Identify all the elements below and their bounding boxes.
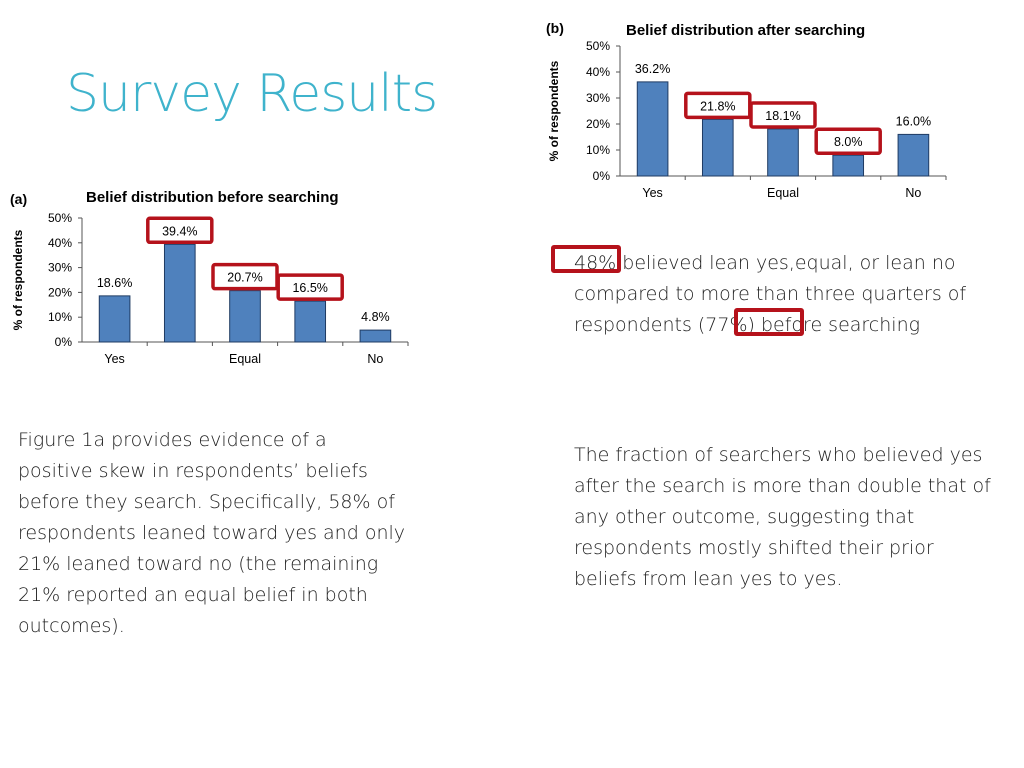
y-tick-label: 0% bbox=[593, 169, 611, 183]
y-tick-label: 40% bbox=[48, 236, 72, 250]
chart-after-searching: (b) Belief distribution after searching % … bbox=[546, 20, 947, 200]
chart-title: Belief distribution after searching bbox=[626, 22, 865, 39]
highlight-box bbox=[146, 216, 214, 245]
paragraph-right-1: 48% believed lean yes,equal, or lean no … bbox=[574, 252, 967, 336]
x-tick-label: Yes bbox=[104, 352, 124, 366]
data-label: 21.8% bbox=[700, 99, 735, 113]
y-tick-label: 20% bbox=[48, 285, 72, 299]
y-tick-label: 50% bbox=[48, 211, 72, 225]
bar bbox=[832, 154, 865, 177]
bar bbox=[359, 329, 392, 343]
slide-title: Survey Results bbox=[66, 64, 438, 124]
data-label: 8.0% bbox=[834, 135, 863, 149]
chart-title: Belief distribution before searching bbox=[86, 189, 339, 206]
bar bbox=[163, 243, 196, 343]
x-tick-label: Equal bbox=[767, 186, 799, 200]
bar bbox=[294, 300, 327, 343]
data-label: 16.5% bbox=[292, 281, 327, 295]
data-label: 4.8% bbox=[361, 310, 390, 324]
x-tick-label: No bbox=[367, 352, 383, 366]
y-tick-label: 30% bbox=[48, 261, 72, 275]
highlight-box bbox=[749, 101, 817, 129]
x-tick-label: Yes bbox=[642, 186, 662, 200]
y-tick-label: 30% bbox=[586, 91, 610, 105]
bar bbox=[229, 290, 261, 343]
chart-before-searching: (a) Belief distribution before searching%… bbox=[10, 189, 409, 366]
data-label: 20.7% bbox=[227, 271, 262, 285]
y-tick-label: 0% bbox=[55, 335, 73, 349]
panel-label: (a) bbox=[10, 191, 27, 207]
bar bbox=[701, 118, 734, 177]
panel-label: (b) bbox=[546, 20, 564, 36]
y-axis-label: % of respondents bbox=[11, 229, 25, 330]
paragraph-left: Figure 1a provides evidence of a positiv… bbox=[18, 429, 406, 637]
data-label: 18.6% bbox=[97, 276, 132, 290]
data-label: 16.0% bbox=[896, 114, 931, 128]
y-tick-label: 20% bbox=[586, 117, 610, 131]
highlight-box bbox=[814, 127, 882, 155]
data-label: 18.1% bbox=[765, 109, 800, 123]
y-axis-label: % of respondents bbox=[547, 60, 561, 161]
data-label: 36.2% bbox=[635, 62, 670, 76]
highlight-box bbox=[276, 273, 344, 301]
x-tick-label: Equal bbox=[229, 352, 261, 366]
bar bbox=[98, 295, 131, 343]
y-tick-label: 10% bbox=[586, 143, 610, 157]
bar bbox=[897, 133, 930, 177]
y-tick-label: 10% bbox=[48, 310, 72, 324]
x-tick-label: No bbox=[905, 186, 921, 200]
y-tick-label: 40% bbox=[586, 65, 610, 79]
y-tick-label: 50% bbox=[586, 39, 610, 53]
highlight-box-77-percent bbox=[734, 308, 804, 336]
data-label: 39.4% bbox=[162, 224, 197, 238]
paragraph-right-2: The fraction of searchers who believed y… bbox=[574, 444, 991, 590]
bar bbox=[767, 128, 799, 177]
bar bbox=[636, 81, 669, 177]
highlight-box-48-percent bbox=[551, 245, 621, 273]
